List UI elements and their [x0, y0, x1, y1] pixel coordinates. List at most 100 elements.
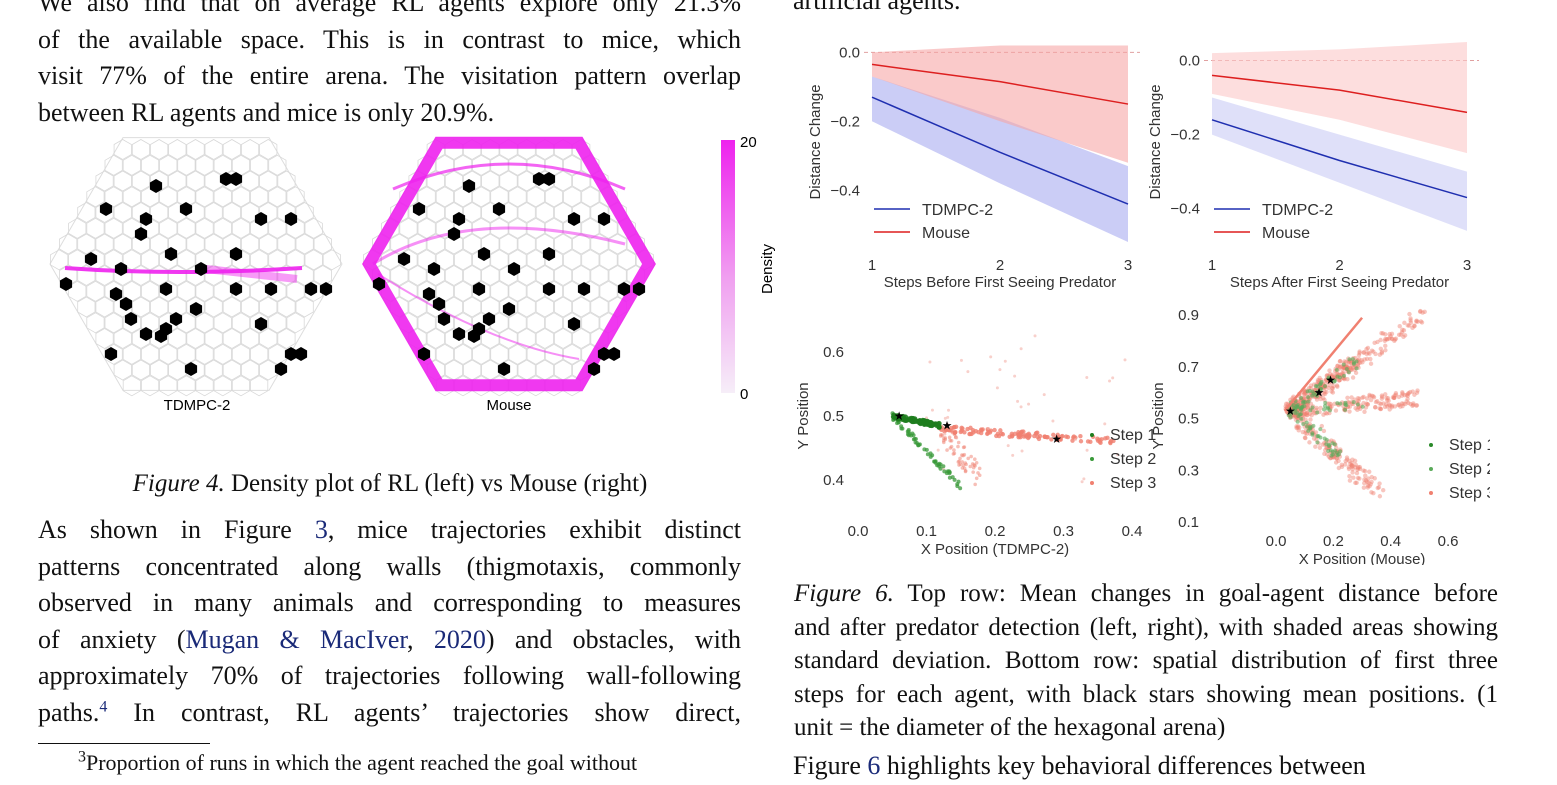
hex-cell — [268, 312, 287, 334]
hex-cell — [68, 217, 87, 239]
y-tick-label: 0.4 — [823, 472, 844, 489]
step3-point — [1361, 485, 1367, 490]
hex-cell — [517, 296, 536, 318]
hex-cell — [563, 217, 582, 239]
hex-cell — [563, 343, 582, 365]
hex-cell — [204, 296, 223, 318]
step3-point — [1410, 389, 1415, 394]
step2-point — [1318, 427, 1323, 432]
step3-point — [957, 463, 961, 467]
hex-cell — [186, 170, 205, 192]
obstacle — [179, 202, 193, 216]
hex-cell — [472, 186, 491, 208]
obstacle — [229, 172, 243, 186]
hex-cell — [186, 328, 205, 349]
step3-point — [936, 448, 940, 452]
step3-point — [1333, 460, 1339, 465]
step3-point — [945, 448, 949, 452]
step3-point — [1407, 389, 1413, 395]
step3-point — [1302, 411, 1307, 417]
step3-point — [1364, 479, 1370, 485]
step3-point — [1398, 332, 1404, 337]
hex-cell — [231, 312, 251, 334]
step2-point — [1306, 395, 1311, 400]
hex-cell — [150, 202, 169, 223]
hex-cell — [95, 328, 114, 349]
step2-point — [947, 470, 952, 475]
hex-cell — [159, 217, 178, 239]
step3-point — [977, 466, 982, 471]
hex-cell — [204, 233, 223, 255]
step3-point — [1330, 390, 1336, 395]
hex-cell — [86, 312, 105, 334]
trajectory-density — [205, 265, 298, 283]
citation-year-link[interactable]: 2020 — [433, 624, 486, 654]
step3-point — [1415, 319, 1420, 324]
hex-cell — [195, 217, 214, 239]
step3-point — [1412, 323, 1417, 328]
step3-point — [1051, 419, 1055, 423]
step3-point — [1379, 393, 1385, 398]
hex-cell — [159, 154, 178, 176]
hex-cell — [222, 296, 241, 318]
step2-point — [1301, 422, 1306, 427]
step3-point — [1341, 370, 1346, 375]
step3-point — [1356, 352, 1362, 358]
x-tick-label: 0.0 — [1266, 533, 1287, 550]
x-tick-label: 0.0 — [848, 523, 869, 540]
footnote-4-link[interactable]: 4 — [99, 697, 108, 715]
step2-point — [958, 486, 963, 491]
hex-cell — [240, 139, 260, 160]
step3-point — [1364, 351, 1369, 357]
step2-point — [1295, 410, 1300, 415]
step3-point — [1401, 328, 1407, 333]
step3-point — [1399, 330, 1405, 335]
step3-point — [1383, 348, 1388, 353]
step3-point — [1372, 340, 1377, 346]
step3-point — [1364, 396, 1370, 401]
step3-point — [1378, 346, 1384, 351]
step3-point — [948, 446, 953, 450]
hex-cell — [95, 233, 114, 255]
step3-point — [1302, 391, 1307, 396]
step3-point — [1392, 393, 1397, 398]
footnote-3: 3Proportion of runs in which the agent r… — [78, 749, 637, 776]
obstacle — [319, 282, 333, 296]
hex-cell — [186, 139, 205, 160]
text-line: We also find that on average RL agents e… — [38, 0, 741, 17]
step3-point — [973, 482, 977, 487]
hex-cell — [581, 217, 600, 239]
step3-point — [1341, 365, 1346, 370]
step3-point — [959, 425, 964, 430]
text-line: approximately 70% of trajectories follow… — [38, 661, 741, 690]
step3-point — [970, 427, 976, 433]
figure-6-link[interactable]: 6 — [867, 751, 881, 780]
hex-cell — [104, 217, 123, 239]
step3-point — [1355, 396, 1361, 401]
step2-point — [1344, 366, 1349, 371]
hex-cell — [168, 233, 187, 255]
step3-point — [1073, 438, 1077, 442]
step3-point — [1393, 392, 1399, 398]
hex-cell — [104, 343, 123, 365]
step3-point — [1353, 405, 1358, 411]
figure-3-link[interactable]: 3 — [314, 515, 328, 544]
step3-point — [1305, 413, 1310, 418]
colorbar-min: 0 — [740, 386, 748, 403]
legend-marker — [1429, 443, 1433, 447]
step2-point — [1310, 431, 1315, 436]
hex-cell — [295, 265, 314, 286]
text-line: between RL agents and mice is only 20.9%… — [38, 97, 495, 127]
hex-cell — [195, 343, 214, 365]
step3-point — [1373, 399, 1379, 405]
step3-point — [1027, 402, 1031, 406]
x-tick-label: 0.1 — [916, 523, 937, 540]
step3-point — [1396, 402, 1401, 408]
step2-point — [1332, 442, 1337, 447]
hex-cell — [113, 359, 132, 381]
legend-label: Step 3 — [1110, 475, 1156, 492]
step3-point — [1343, 458, 1348, 464]
step3-point — [1006, 444, 1010, 448]
obstacle — [567, 212, 581, 226]
citation-mugan-maciver-link[interactable]: Mugan & MacIver — [185, 624, 408, 654]
